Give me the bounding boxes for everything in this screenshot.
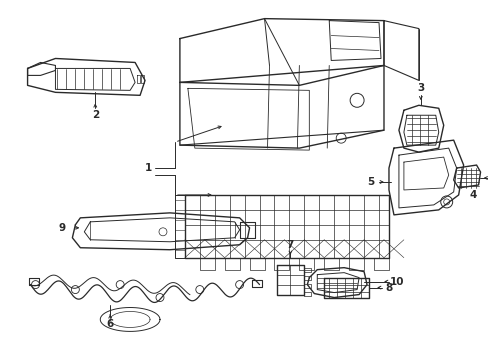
Text: 10: 10 (389, 276, 404, 287)
Text: 8: 8 (385, 283, 392, 293)
Text: 5: 5 (366, 177, 374, 187)
Text: 1: 1 (144, 163, 151, 173)
Text: 2: 2 (91, 110, 99, 120)
Text: 3: 3 (416, 84, 424, 93)
Text: 4: 4 (469, 190, 476, 200)
Text: 6: 6 (106, 319, 114, 329)
Text: 9: 9 (59, 223, 66, 233)
Text: 7: 7 (286, 240, 293, 250)
